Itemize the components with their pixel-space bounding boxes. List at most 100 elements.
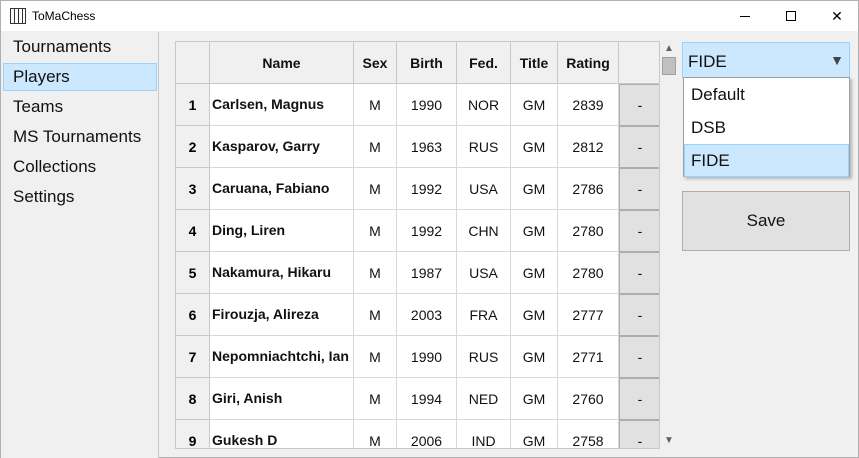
player-name-cell[interactable]: Gukesh D xyxy=(210,420,354,448)
player-birth-cell[interactable]: 1963 xyxy=(397,126,457,168)
player-fed-cell[interactable]: RUS xyxy=(457,336,511,378)
player-birth-cell[interactable]: 1992 xyxy=(397,210,457,252)
row-header[interactable]: 6 xyxy=(176,294,210,336)
row-action-button[interactable]: - xyxy=(619,126,659,168)
column-header-birth[interactable]: Birth xyxy=(397,42,457,84)
title-bar: ToMaChess ✕ xyxy=(1,1,858,31)
close-button[interactable]: ✕ xyxy=(814,1,859,31)
player-fed-cell[interactable]: IND xyxy=(457,420,511,448)
scroll-thumb[interactable] xyxy=(662,57,676,75)
player-sex-cell[interactable]: M xyxy=(354,84,397,126)
minimize-icon xyxy=(740,15,750,17)
maximize-button[interactable] xyxy=(768,1,814,31)
player-birth-cell[interactable]: 1994 xyxy=(397,378,457,420)
player-name-cell[interactable]: Firouzja, Alireza xyxy=(210,294,354,336)
row-header[interactable]: 7 xyxy=(176,336,210,378)
row-action-button[interactable]: - xyxy=(619,168,659,210)
player-fed-cell[interactable]: NED xyxy=(457,378,511,420)
player-name-cell[interactable]: Nepomniachtchi, Ian xyxy=(210,336,354,378)
player-title-cell[interactable]: GM xyxy=(511,84,558,126)
player-title-cell[interactable]: GM xyxy=(511,378,558,420)
player-rating-cell[interactable]: 2839 xyxy=(558,84,619,126)
row-action-button[interactable]: - xyxy=(619,336,659,378)
player-rating-cell[interactable]: 2812 xyxy=(558,126,619,168)
scroll-up-icon[interactable]: ▲ xyxy=(664,43,674,54)
column-header-title[interactable]: Title xyxy=(511,42,558,84)
player-sex-cell[interactable]: M xyxy=(354,378,397,420)
rating-option-default[interactable]: Default xyxy=(691,85,745,104)
player-fed-cell[interactable]: USA xyxy=(457,168,511,210)
player-birth-cell[interactable]: 1992 xyxy=(397,168,457,210)
row-action-button[interactable]: - xyxy=(619,210,659,252)
player-rating-cell[interactable]: 2780 xyxy=(558,252,619,294)
player-birth-cell[interactable]: 2003 xyxy=(397,294,457,336)
player-birth-cell[interactable]: 1990 xyxy=(397,336,457,378)
sidebar-item-tournaments[interactable]: Tournaments xyxy=(13,37,112,56)
player-rating-cell[interactable]: 2760 xyxy=(558,378,619,420)
player-title-cell[interactable]: GM xyxy=(511,252,558,294)
rating-list-value: FIDE xyxy=(688,52,727,71)
player-title-cell[interactable]: GM xyxy=(511,336,558,378)
sidebar-item-collections[interactable]: Collections xyxy=(13,157,97,176)
scroll-down-icon[interactable]: ▼ xyxy=(664,435,674,446)
player-sex-cell[interactable]: M xyxy=(354,126,397,168)
row-header[interactable]: 3 xyxy=(176,168,210,210)
rating-option-dsb[interactable]: DSB xyxy=(691,118,726,137)
player-rating-cell[interactable]: 2786 xyxy=(558,168,619,210)
sidebar-item-settings[interactable]: Settings xyxy=(13,187,75,206)
column-header-action xyxy=(619,42,659,84)
row-header[interactable]: 2 xyxy=(176,126,210,168)
player-birth-cell[interactable]: 1990 xyxy=(397,84,457,126)
row-action-button[interactable]: - xyxy=(619,294,659,336)
row-action-button[interactable]: - xyxy=(619,420,659,448)
row-header[interactable]: 4 xyxy=(176,210,210,252)
player-sex-cell[interactable]: M xyxy=(354,336,397,378)
player-fed-cell[interactable]: RUS xyxy=(457,126,511,168)
player-title-cell[interactable]: GM xyxy=(511,294,558,336)
row-action-button[interactable]: - xyxy=(619,252,659,294)
player-title-cell[interactable]: GM xyxy=(511,126,558,168)
rating-option-fide[interactable]: FIDE xyxy=(684,144,849,177)
player-fed-cell[interactable]: USA xyxy=(457,252,511,294)
player-fed-cell[interactable]: NOR xyxy=(457,84,511,126)
player-fed-cell[interactable]: FRA xyxy=(457,294,511,336)
player-sex-cell[interactable]: M xyxy=(354,210,397,252)
player-rating-cell[interactable]: 2758 xyxy=(558,420,619,448)
sidebar-item-teams[interactable]: Teams xyxy=(13,97,64,116)
column-header-sex[interactable]: Sex xyxy=(354,42,397,84)
player-title-cell[interactable]: GM xyxy=(511,168,558,210)
player-name-cell[interactable]: Carlsen, Magnus xyxy=(210,84,354,126)
row-header[interactable]: 1 xyxy=(176,84,210,126)
player-name-cell[interactable]: Nakamura, Hikaru xyxy=(210,252,354,294)
row-action-button[interactable]: - xyxy=(619,378,659,420)
table-scrollbar[interactable]: ▲ ▼ xyxy=(661,41,677,449)
player-rating-cell[interactable]: 2780 xyxy=(558,210,619,252)
player-sex-cell[interactable]: M xyxy=(354,168,397,210)
row-header[interactable]: 5 xyxy=(176,252,210,294)
row-action-button[interactable]: - xyxy=(619,84,659,126)
player-title-cell[interactable]: GM xyxy=(511,420,558,448)
player-rating-cell[interactable]: 2771 xyxy=(558,336,619,378)
row-header[interactable]: 9 xyxy=(176,420,210,448)
column-header-name[interactable]: Name xyxy=(210,42,354,84)
rating-list-select[interactable]: FIDE ▼ xyxy=(682,42,850,78)
row-header[interactable]: 8 xyxy=(176,378,210,420)
player-birth-cell[interactable]: 1987 xyxy=(397,252,457,294)
minimize-button[interactable] xyxy=(722,1,768,31)
player-rating-cell[interactable]: 2777 xyxy=(558,294,619,336)
player-name-cell[interactable]: Caruana, Fabiano xyxy=(210,168,354,210)
player-sex-cell[interactable]: M xyxy=(354,420,397,448)
player-fed-cell[interactable]: CHN xyxy=(457,210,511,252)
sidebar-item-players[interactable]: Players xyxy=(3,63,157,91)
sidebar-item-ms-tournaments[interactable]: MS Tournaments xyxy=(13,127,142,146)
player-title-cell[interactable]: GM xyxy=(511,210,558,252)
player-birth-cell[interactable]: 2006 xyxy=(397,420,457,448)
column-header-rating[interactable]: Rating xyxy=(558,42,619,84)
player-sex-cell[interactable]: M xyxy=(354,252,397,294)
save-button[interactable]: Save xyxy=(682,191,850,251)
player-name-cell[interactable]: Ding, Liren xyxy=(210,210,354,252)
player-name-cell[interactable]: Giri, Anish xyxy=(210,378,354,420)
player-name-cell[interactable]: Kasparov, Garry xyxy=(210,126,354,168)
column-header-fed[interactable]: Fed. xyxy=(457,42,511,84)
player-sex-cell[interactable]: M xyxy=(354,294,397,336)
